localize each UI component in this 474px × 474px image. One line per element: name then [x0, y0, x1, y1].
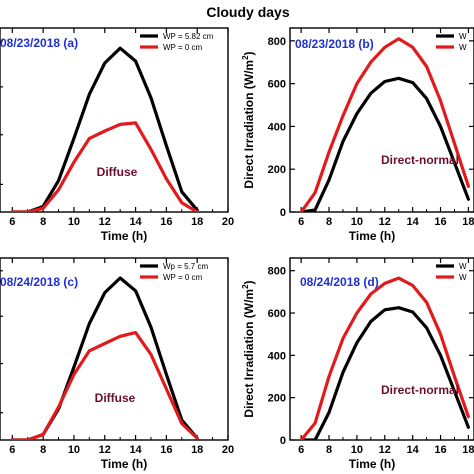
legend-entry: W [459, 262, 467, 271]
plot-frame [0, 27, 229, 213]
chart-panel-4: 6 8 10 12 14 16 18 0 200 400 600 800 Time (h) Direct … [241, 257, 474, 471]
x-tick-label: 18 [191, 216, 203, 228]
plot-frame [0, 257, 229, 441]
x-tick-label: 6 [9, 216, 15, 228]
legend: Wp = 5.7 cm WP = 0 cm [140, 262, 208, 282]
y-tick-label: 0 [280, 207, 286, 219]
y-tick-label: 800 [268, 266, 286, 278]
chart-panel-1: 6 8 10 12 14 16 18 20 Time (h) 08/23/2018 (a) Diff… [0, 27, 234, 243]
x-tick-label: 10 [351, 216, 363, 228]
x-tick-label: 10 [351, 444, 363, 456]
panel-annotation: Direct-normal [381, 383, 459, 397]
x-tick-label: 14 [407, 444, 420, 456]
y-tick-label: 0 [280, 435, 286, 447]
panel-annotation: Diffuse [97, 165, 138, 179]
series-line-1 [299, 76, 470, 212]
y-tick-label: 600 [268, 308, 286, 320]
x-tick-label: 10 [68, 216, 80, 228]
x-tick-label: 16 [434, 216, 446, 228]
x-tick-label: 14 [129, 444, 142, 456]
y-tick-label: 400 [268, 350, 286, 362]
y-tick-label: 400 [268, 121, 286, 133]
legend: WW [436, 32, 467, 52]
series-line-2 [10, 331, 199, 440]
panel-date-label: 08/24/2018 (c) [0, 275, 78, 289]
y-axis-label: Direct Irradiation (W/m2) [241, 280, 256, 417]
x-tick-label: 6 [298, 216, 304, 228]
chart-panel-2: 6 8 10 12 14 16 18 0 200 400 600 800 Time (h) Direct … [241, 27, 474, 243]
plot-frame [289, 257, 474, 441]
series-line-2 [10, 121, 199, 212]
legend-entry: W [459, 43, 467, 52]
legend: WP = 5.82 cm WP = 0 cm [140, 32, 214, 52]
y-tick-label: 200 [268, 393, 286, 405]
panel-annotation: Diffuse [95, 391, 136, 405]
x-axis-label: Time (h) [101, 229, 147, 243]
legend-entry: WP = 0 cm [163, 43, 203, 52]
x-axis-label: Time (h) [349, 457, 395, 471]
x-tick-label: 20 [222, 444, 234, 456]
x-tick-label: 10 [68, 444, 80, 456]
series-line-2 [299, 276, 470, 440]
y-tick-label: 800 [268, 36, 286, 48]
series-line-1 [299, 306, 470, 440]
panel-date-label: 08/23/2018 (b) [295, 37, 374, 51]
x-tick-label: 18 [462, 216, 474, 228]
legend-entry: WP = 0 cm [163, 273, 203, 282]
x-axis-label: Time (h) [101, 457, 147, 471]
x-tick-label: 14 [407, 216, 420, 228]
x-tick-label: 18 [191, 444, 203, 456]
y-tick-label: 200 [268, 164, 286, 176]
x-tick-label: 6 [9, 444, 15, 456]
series-group [10, 276, 199, 440]
x-tick-label: 6 [298, 444, 304, 456]
x-tick-label: 12 [379, 216, 391, 228]
legend-entry: Wp = 5.7 cm [163, 262, 208, 271]
x-tick-label: 14 [129, 216, 142, 228]
x-axis-label: Time (h) [349, 229, 395, 243]
x-tick-label: 18 [462, 444, 474, 456]
legend-entry: W [459, 273, 467, 282]
x-tick-label: 8 [326, 216, 332, 228]
x-tick-label: 12 [379, 444, 391, 456]
x-tick-label: 8 [40, 444, 46, 456]
y-tick-label: 600 [268, 79, 286, 91]
x-tick-label: 16 [160, 444, 172, 456]
series-line-2 [299, 37, 470, 212]
series-group [299, 276, 470, 440]
legend: WW [436, 262, 467, 282]
x-tick-label: 12 [99, 444, 111, 456]
series-group [299, 37, 470, 212]
figure-title: Cloudy days [206, 4, 289, 20]
legend-entry: WP = 5.82 cm [163, 32, 214, 41]
x-tick-label: 16 [434, 444, 446, 456]
x-tick-label: 20 [222, 216, 234, 228]
y-axis-label: Direct Irradiation (W/m2) [241, 51, 256, 188]
x-tick-label: 16 [160, 216, 172, 228]
panel-annotation: Direct-normal [381, 153, 459, 167]
panel-date-label: 08/24/2018 (d) [300, 275, 379, 289]
x-tick-label: 8 [326, 444, 332, 456]
legend-entry: W [459, 32, 467, 41]
x-tick-label: 12 [99, 216, 111, 228]
chart-panel-3: 6 8 10 12 14 16 18 20 Time (h) 08/24/2018 (c) Diff… [0, 257, 234, 471]
series-group [10, 46, 199, 212]
plot-frame [289, 27, 474, 213]
x-tick-label: 8 [40, 216, 46, 228]
panel-date-label: 08/23/2018 (a) [0, 36, 78, 50]
